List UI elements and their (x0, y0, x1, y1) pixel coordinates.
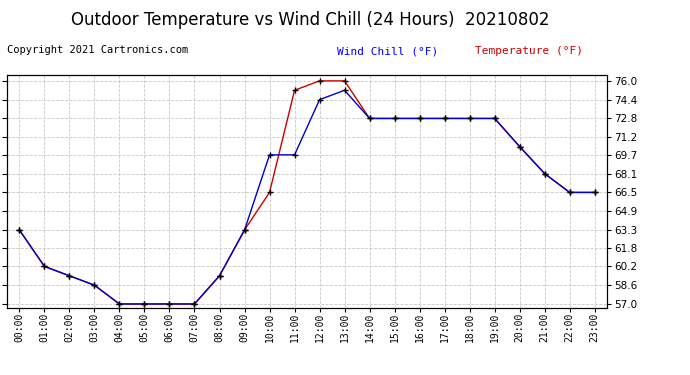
Text: Wind Chill (°F): Wind Chill (°F) (337, 46, 438, 56)
Text: Outdoor Temperature vs Wind Chill (24 Hours)  20210802: Outdoor Temperature vs Wind Chill (24 Ho… (71, 11, 550, 29)
Text: Temperature (°F): Temperature (°F) (475, 46, 583, 56)
Text: Copyright 2021 Cartronics.com: Copyright 2021 Cartronics.com (7, 45, 188, 55)
